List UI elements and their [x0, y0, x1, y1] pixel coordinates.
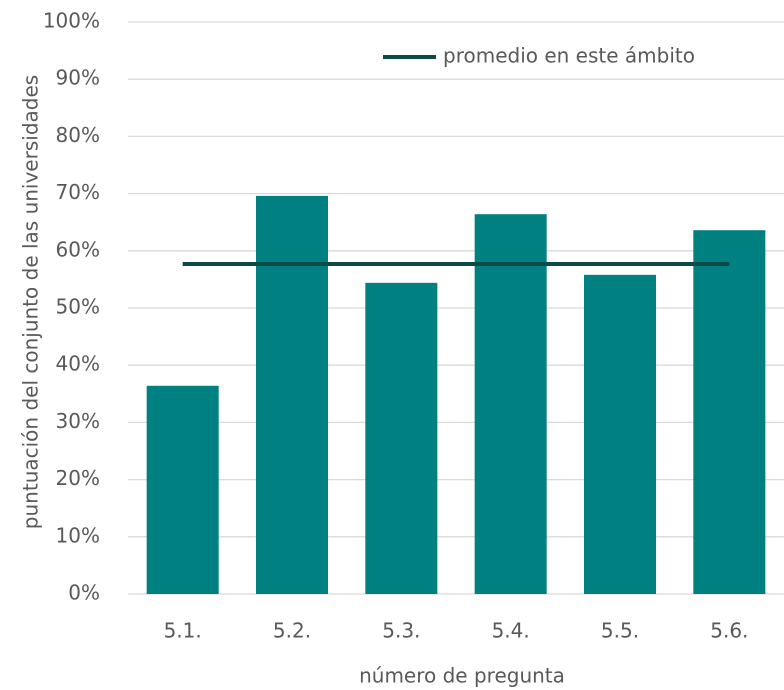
y-tick-label: 50%	[56, 295, 100, 319]
bar	[474, 214, 547, 594]
y-tick-label: 80%	[56, 123, 100, 147]
y-tick-label: 0%	[68, 581, 100, 605]
y-axis-title: puntuación del conjunto de las universid…	[19, 75, 43, 529]
bar	[146, 385, 219, 594]
y-tick-label: 10%	[56, 523, 100, 547]
y-tick-label: 100%	[43, 9, 100, 33]
y-tick-label: 70%	[56, 180, 100, 204]
bar	[584, 274, 656, 594]
x-tick-label: 5.2.	[273, 619, 311, 643]
y-tick-label: 60%	[56, 237, 100, 261]
bar	[693, 230, 766, 594]
legend-label: promedio en este ámbito	[443, 44, 695, 68]
x-tick-label: 5.6.	[710, 619, 748, 643]
bar	[256, 195, 328, 594]
y-tick-label: 40%	[56, 352, 100, 376]
y-tick-label: 30%	[56, 409, 100, 433]
y-tick-label: 20%	[56, 466, 100, 490]
x-tick-label: 5.1.	[164, 619, 202, 643]
y-tick-label: 90%	[56, 66, 100, 90]
x-tick-label: 5.3.	[382, 619, 420, 643]
x-axis-title: número de pregunta	[359, 664, 565, 688]
x-tick-label: 5.5.	[601, 619, 639, 643]
bar	[365, 282, 438, 594]
x-tick-label: 5.4.	[492, 619, 530, 643]
